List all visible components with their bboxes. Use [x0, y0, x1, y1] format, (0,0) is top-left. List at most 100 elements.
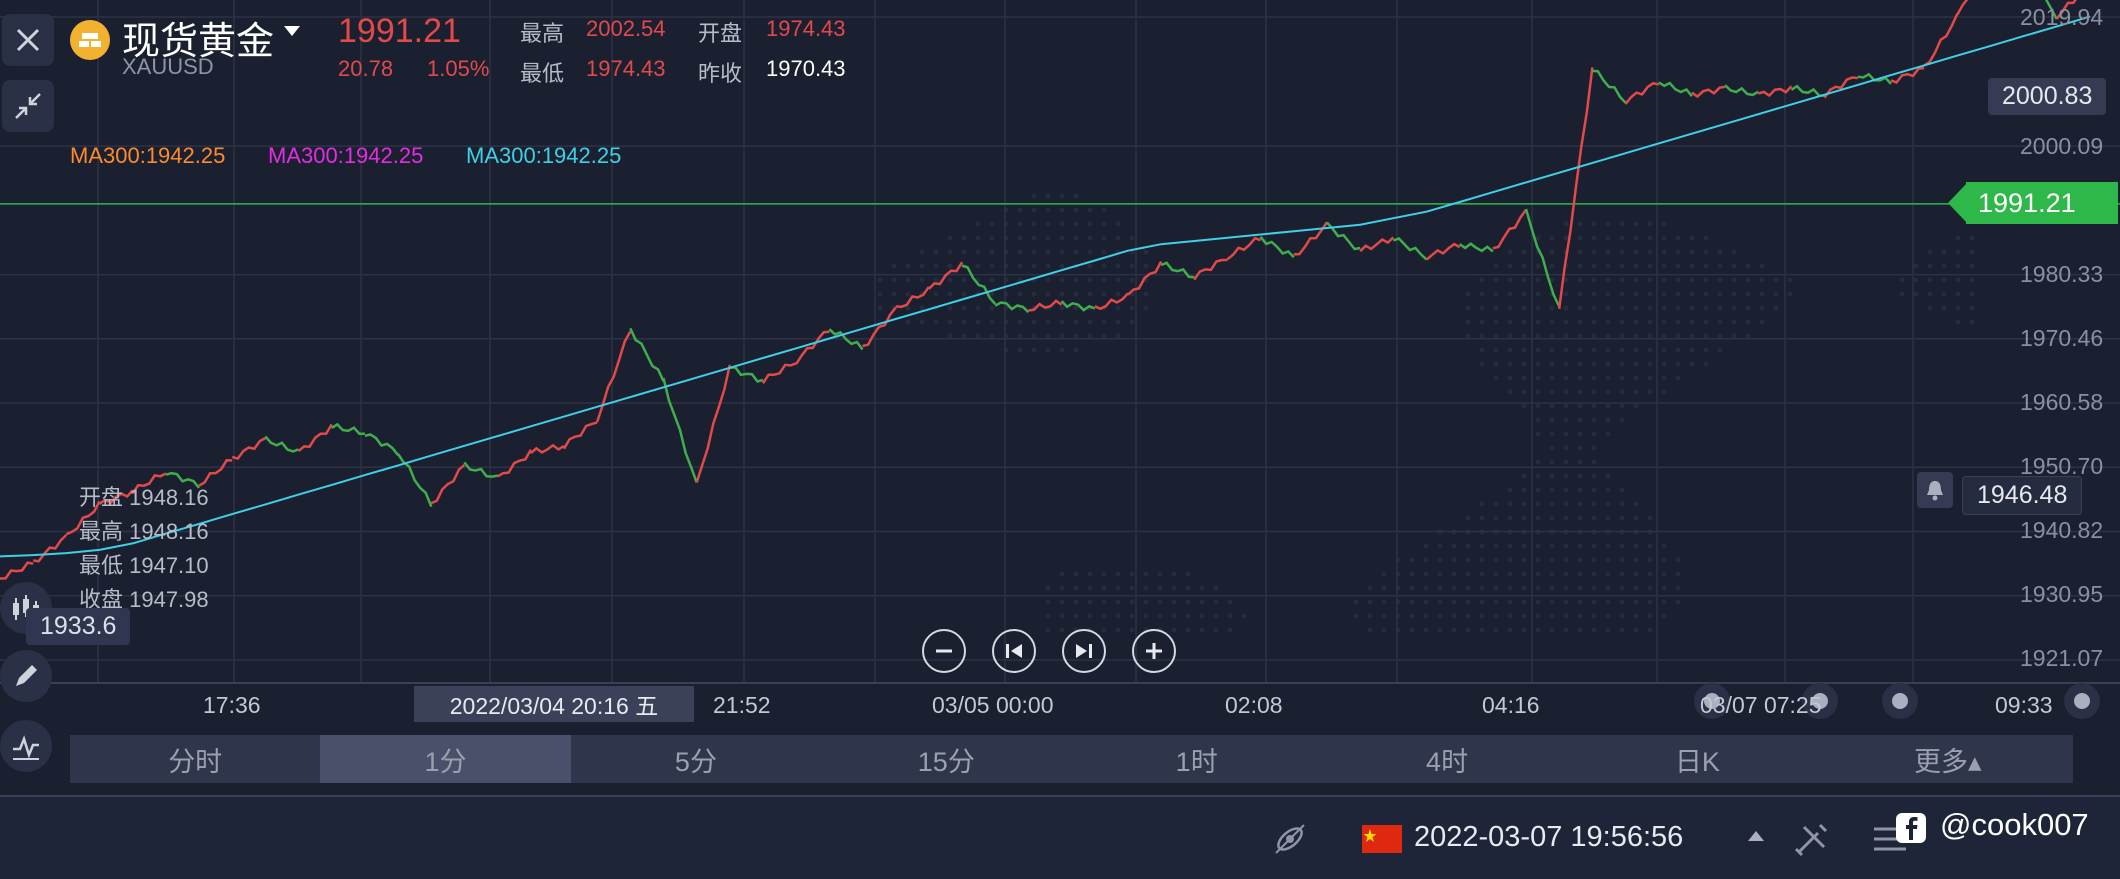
satellite-icon[interactable] — [1270, 819, 1310, 864]
map-dot — [1073, 333, 1079, 339]
instrument-title[interactable]: 现货黄金 — [122, 21, 275, 63]
map-dot — [1899, 291, 1905, 297]
map-dot — [1535, 333, 1541, 339]
map-dot — [1563, 431, 1569, 437]
tab-timeframe[interactable]: 分时 — [168, 746, 223, 777]
map-dot — [933, 249, 939, 255]
map-dot — [1731, 277, 1737, 283]
price-segment — [1956, 0, 1969, 16]
map-dot — [1647, 291, 1653, 297]
map-dot — [1577, 235, 1583, 241]
map-dot — [1493, 627, 1499, 633]
caret-up-icon[interactable] — [1746, 829, 1766, 848]
price-segment — [1326, 221, 1361, 251]
tools-icon[interactable] — [1792, 819, 1832, 864]
draw-button[interactable] — [0, 650, 52, 702]
map-dot — [1577, 277, 1583, 283]
map-dot — [1619, 501, 1625, 507]
price-chart[interactable] — [0, 0, 2120, 795]
tab-timeframe[interactable]: 5分 — [674, 746, 717, 777]
map-dot — [933, 291, 939, 297]
open-label: 开盘 — [698, 21, 743, 46]
map-dot — [947, 305, 953, 311]
map-dot — [1675, 291, 1681, 297]
map-dot — [1633, 249, 1639, 255]
map-dot — [1059, 627, 1065, 633]
tab-timeframe[interactable]: 4时 — [1426, 746, 1469, 777]
map-dot — [1647, 585, 1653, 591]
zoom-in-button[interactable] — [1132, 629, 1176, 673]
map-dot — [1199, 599, 1205, 605]
price-segment — [1160, 261, 1195, 279]
map-dot — [1045, 193, 1051, 199]
tab-timeframe-active[interactable]: 1分 — [320, 735, 571, 783]
map-dot — [1703, 291, 1709, 297]
map-dot — [989, 249, 995, 255]
map-dot — [1661, 333, 1667, 339]
zoom-out-button[interactable] — [922, 629, 966, 673]
map-dot — [1367, 585, 1373, 591]
current-price-value: 1991.21 — [1978, 188, 2076, 218]
prev-close-value: 1970.43 — [766, 56, 846, 81]
map-dot — [1633, 599, 1639, 605]
map-dot — [1465, 291, 1471, 297]
shrink-button[interactable] — [2, 80, 54, 132]
map-dot — [1437, 543, 1443, 549]
price-change: 20.78 — [338, 56, 394, 81]
tab-timeframe[interactable]: 1时 — [1175, 746, 1218, 777]
map-dot — [1045, 613, 1051, 619]
map-dot — [1367, 627, 1373, 633]
map-dot — [1115, 627, 1121, 633]
price-segment — [98, 489, 134, 505]
map-dot — [1479, 599, 1485, 605]
map-dot — [1185, 599, 1191, 605]
map-dot — [1059, 235, 1065, 241]
map-dot — [1129, 263, 1135, 269]
tab-timeframe[interactable]: 日K — [1674, 746, 1720, 777]
map-dot — [1661, 557, 1667, 563]
indicator-button[interactable] — [0, 720, 52, 772]
map-dot — [1017, 235, 1023, 241]
map-dot — [1423, 599, 1429, 605]
map-dot — [1423, 585, 1429, 591]
map-dot — [1465, 613, 1471, 619]
map-dot — [1703, 361, 1709, 367]
map-dot — [1563, 291, 1569, 297]
map-dot — [1563, 333, 1569, 339]
tab-timeframe[interactable]: 15分 — [917, 746, 975, 777]
map-dot — [891, 277, 897, 283]
map-dot — [1521, 347, 1527, 353]
tab-timeframe-more[interactable]: 更多▴ — [1914, 746, 1982, 777]
map-dot — [1563, 389, 1569, 395]
map-dot — [1647, 333, 1653, 339]
price-axis-label: 1921.07 — [2020, 645, 2104, 671]
map-dot — [975, 249, 981, 255]
map-dot — [1619, 249, 1625, 255]
map-dot — [1773, 305, 1779, 311]
close-button[interactable] — [2, 14, 54, 66]
map-dot — [1941, 263, 1947, 269]
prev-button[interactable] — [992, 629, 1036, 673]
map-dot — [933, 277, 939, 283]
flag-cn-icon — [1362, 825, 1402, 853]
alert-button[interactable] — [1917, 472, 1953, 508]
ma-label-orange: MA300:1942.25 — [70, 143, 226, 168]
map-dot — [1535, 627, 1541, 633]
chart-area[interactable] — [0, 0, 2120, 795]
zoom-out-icon — [936, 649, 952, 653]
map-dot — [1549, 305, 1555, 311]
map-dot — [877, 305, 883, 311]
caret-down-icon[interactable] — [282, 24, 302, 43]
price-segment — [1226, 236, 1262, 261]
map-dot — [1521, 389, 1527, 395]
map-dot — [1493, 585, 1499, 591]
price-segment — [1459, 242, 1494, 253]
map-dot — [1591, 585, 1597, 591]
map-dot — [1563, 515, 1569, 521]
price-segment — [562, 421, 598, 450]
map-dot — [1045, 319, 1051, 325]
map-dot — [1017, 333, 1023, 339]
map-dot — [1577, 571, 1583, 577]
map-dot — [1549, 375, 1555, 381]
next-button[interactable] — [1062, 629, 1106, 673]
